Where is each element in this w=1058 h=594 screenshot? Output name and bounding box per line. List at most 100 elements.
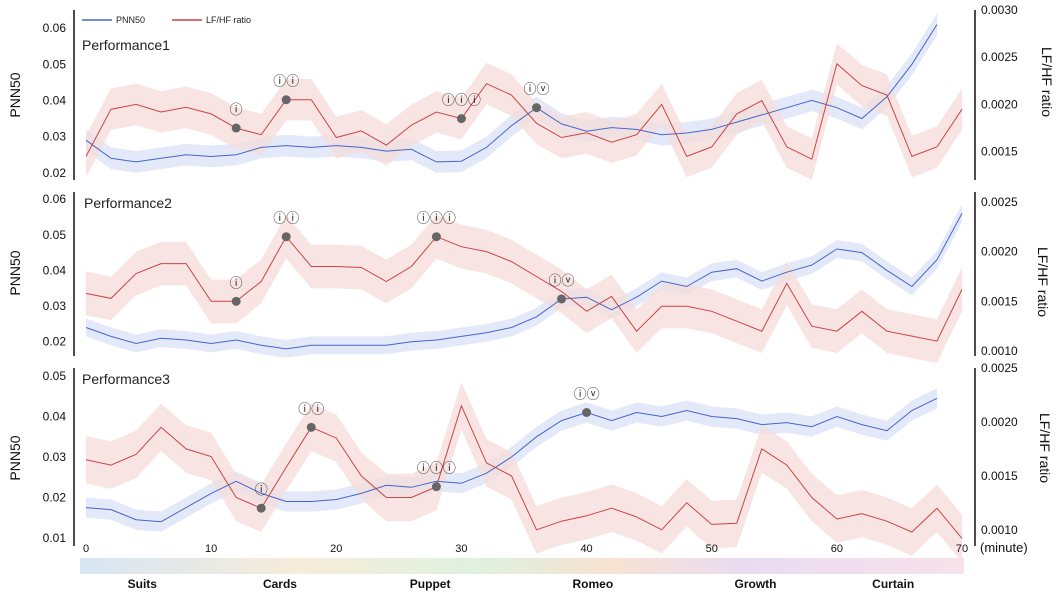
panel-performance2: Performance2 PNN50 LF/HF ratio 0.020.030…: [7, 192, 1051, 363]
x-tick-label: 40: [580, 543, 592, 555]
y2-tick-label: 0.0010: [981, 344, 1018, 358]
event-marker: [306, 422, 316, 432]
y-tick-label: 0.06: [43, 21, 67, 35]
left-ticks: 0.02 0.03 0.04 0.05 0.06: [43, 10, 75, 180]
y2-tick-label: 0.0025: [981, 361, 1018, 375]
legend: PNN50 LF/HF ratio: [82, 15, 251, 25]
y-axis-label-right: LF/HF ratio: [1037, 413, 1053, 483]
y-tick-label: 0.04: [43, 263, 67, 277]
event-marker-label: ⓘⓘⓘ: [442, 93, 481, 108]
scene-label: Romeo: [572, 577, 613, 591]
event-marker: [281, 95, 291, 105]
y-tick-label: 0.05: [43, 369, 67, 383]
y-axis-label-right: LF/HF ratio: [1035, 247, 1051, 317]
y-tick-label: 0.02: [43, 490, 67, 504]
panel-performance3: Performance3 PNN50 LF/HF ratio 0.010.020…: [7, 361, 1053, 563]
event-marker-label: ⓘⓘ: [273, 74, 299, 89]
lfhf-line: [85, 62, 963, 160]
x-tick-label: 60: [831, 543, 843, 555]
lfhf-band: [86, 43, 962, 180]
event-marker-label: ⓘ: [230, 275, 243, 290]
y-tick-label: 0.01: [43, 531, 67, 545]
pnn50-band: [86, 204, 962, 358]
y-tick-label: 0.05: [43, 228, 67, 242]
event-marker: [431, 232, 441, 242]
x-tick-label: 10: [205, 543, 217, 555]
y2-tick-label: 0.0015: [981, 294, 1018, 308]
event-marker-label: ⓘⓥ: [524, 82, 550, 97]
y-axis-label-left: PNN50: [7, 435, 23, 480]
event-marker: [231, 123, 241, 133]
legend-pnn50-label: PNN50: [116, 15, 145, 25]
left-ticks: 0.02 0.03 0.04 0.05 0.06: [43, 192, 75, 356]
event-marker-label: ⓘ: [255, 482, 268, 497]
legend-lfhf-label: LF/HF ratio: [206, 15, 251, 25]
event-marker-label: ⓘⓘ: [298, 401, 324, 416]
scene-label: Cards: [263, 577, 297, 591]
y-tick-label: 0.03: [43, 299, 67, 313]
panel-title: Performance1: [82, 37, 170, 53]
event-marker: [231, 296, 241, 306]
x-axis-unit: (minute): [980, 540, 1028, 555]
scene-label: Suits: [128, 577, 158, 591]
y2-tick-label: 0.0020: [981, 245, 1018, 259]
right-ticks: 0.0010 0.0015 0.0020 0.0025: [974, 192, 1018, 358]
event-marker-label: ⓘⓘ: [273, 211, 299, 226]
pnn50-line: [85, 397, 938, 523]
y2-tick-label: 0.0020: [981, 415, 1018, 429]
event-marker-label: ⓘⓥ: [549, 273, 575, 288]
scene-label: Growth: [735, 577, 777, 591]
y-tick-label: 0.03: [43, 130, 67, 144]
y2-tick-label: 0.0010: [981, 523, 1018, 537]
event-marker-label: ⓘⓥ: [574, 387, 600, 402]
lfhf-band: [86, 214, 962, 363]
event-marker: [557, 294, 567, 304]
scene-label: Curtain: [872, 577, 914, 591]
y2-tick-label: 0.0025: [981, 195, 1018, 209]
lfhf-band: [86, 382, 962, 563]
scene-label: Puppet: [410, 577, 451, 591]
event-marker: [256, 503, 266, 513]
y-axis-label-left: PNN50: [7, 250, 23, 295]
y-axis-label-right: LF/HF ratio: [1039, 47, 1055, 117]
panel-title: Performance2: [84, 195, 172, 211]
y-tick-label: 0.04: [43, 93, 67, 107]
panel-title: Performance3: [82, 371, 170, 387]
event-marker-label: ⓘⓘⓘ: [417, 211, 456, 226]
x-tick-label: 20: [330, 543, 342, 555]
y-tick-label: 0.04: [43, 410, 67, 424]
y2-tick-label: 0.0015: [981, 469, 1018, 483]
pnn50-line: [85, 24, 938, 163]
y2-tick-label: 0.0020: [981, 97, 1018, 111]
x-tick-label: 50: [706, 543, 718, 555]
y-tick-label: 0.05: [43, 57, 67, 71]
pnn50-line: [85, 213, 963, 350]
y-tick-label: 0.02: [43, 166, 67, 180]
x-tick-label: 70: [956, 543, 968, 555]
scene-labels: Suits Cards Puppet Romeo Growth Curtain: [128, 577, 915, 591]
right-ticks: 0.0010 0.0015 0.0020 0.0025: [974, 361, 1018, 546]
x-axis: (minute) 0 10 20 30 40 50 60 70: [83, 540, 1028, 555]
x-tick-label: 0: [83, 543, 89, 555]
event-marker: [431, 482, 441, 492]
lfhf-line: [85, 404, 963, 539]
panel-performance1: Performance1 PNN50 LF/HF ratio 0.020.030…: [7, 3, 1055, 180]
left-ticks: 0.01 0.02 0.03 0.04 0.05: [43, 368, 75, 546]
y-tick-label: 0.06: [43, 192, 67, 206]
y-tick-label: 0.03: [43, 450, 67, 464]
y2-tick-label: 0.0015: [981, 145, 1018, 159]
scene-bar: [80, 558, 964, 574]
event-marker-label: ⓘ: [230, 102, 243, 117]
y2-tick-label: 0.0030: [981, 3, 1018, 17]
event-marker: [582, 408, 592, 417]
right-ticks: 0.0015 0.0020 0.0025 0.0030: [974, 3, 1018, 180]
y2-tick-label: 0.0025: [981, 50, 1018, 64]
event-marker-label: ⓘⓘⓘ: [417, 461, 456, 476]
y-tick-label: 0.02: [43, 335, 67, 349]
event-marker: [532, 103, 542, 113]
y-axis-label-left: PNN50: [7, 72, 23, 117]
